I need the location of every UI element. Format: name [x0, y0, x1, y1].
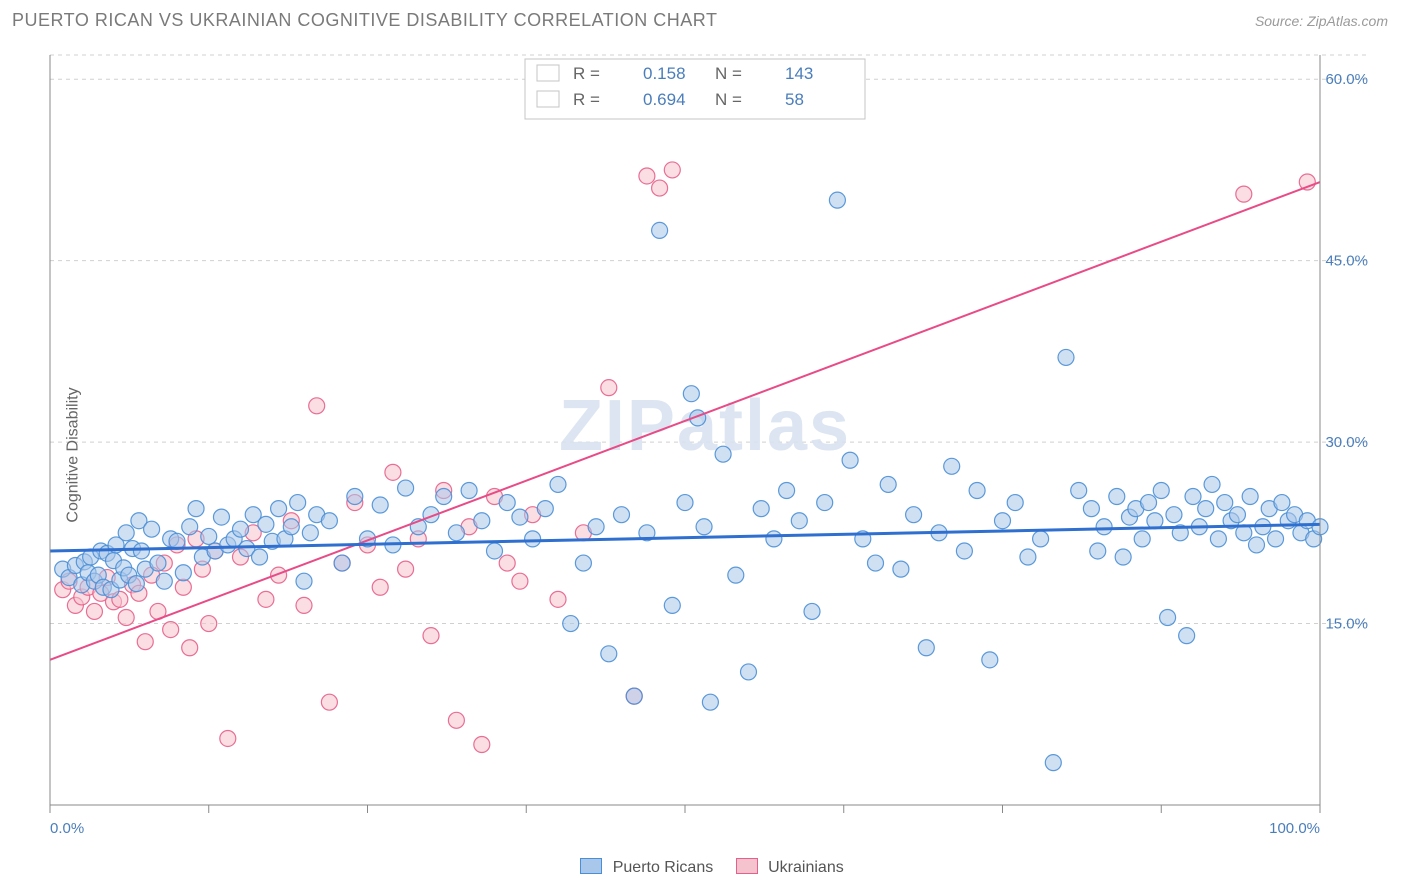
legend-label-blue: Puerto Ricans	[613, 859, 714, 876]
svg-text:ZIPatlas: ZIPatlas	[559, 386, 851, 466]
y-axis-label: Cognitive Disability	[65, 387, 83, 522]
svg-text:0.694: 0.694	[643, 90, 686, 109]
chart-title: PUERTO RICAN VS UKRAINIAN COGNITIVE DISA…	[12, 10, 717, 31]
scatter-chart: 15.0% 30.0% 45.0% 60.0% ZIPatlas 0.0% 100.0% R …	[0, 35, 1406, 845]
svg-text:15.0%: 15.0%	[1325, 616, 1368, 633]
legend: Puerto Ricans Ukrainians	[0, 858, 1406, 877]
svg-text:N =: N =	[715, 90, 742, 109]
svg-text:143: 143	[785, 64, 813, 83]
legend-swatch-blue	[580, 858, 602, 874]
svg-text:N =: N =	[715, 64, 742, 83]
svg-text:100.0%: 100.0%	[1269, 820, 1320, 837]
svg-text:45.0%: 45.0%	[1325, 253, 1368, 270]
svg-text:30.0%: 30.0%	[1325, 434, 1368, 451]
svg-text:0.158: 0.158	[643, 64, 686, 83]
svg-text:58: 58	[785, 90, 804, 109]
stats-box: R = 0.158 N = 143 R = 0.694 N = 58	[525, 59, 865, 119]
svg-text:60.0%: 60.0%	[1325, 71, 1368, 88]
chart-area: Cognitive Disability 15.0% 30.0% 45.0% 60.0…	[0, 35, 1406, 875]
legend-swatch-pink	[736, 858, 758, 874]
svg-text:R =: R =	[573, 90, 600, 109]
legend-label-pink: Ukrainians	[768, 859, 844, 876]
source-attribution: Source: ZipAtlas.com	[1255, 13, 1388, 29]
svg-text:R =: R =	[573, 64, 600, 83]
svg-text:0.0%: 0.0%	[50, 820, 84, 837]
